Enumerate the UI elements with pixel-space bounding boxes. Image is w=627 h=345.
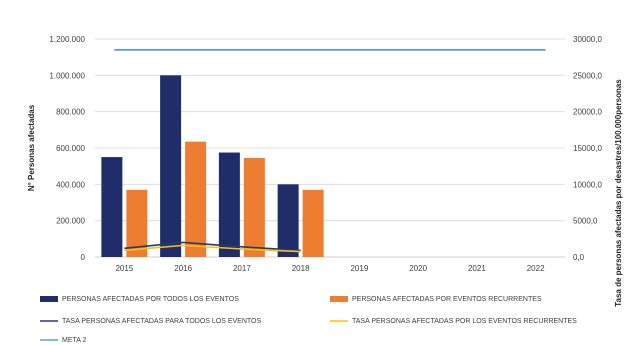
y-tick-label: 1.200.000 (49, 35, 85, 44)
y-tick-label: 600.000 (56, 144, 85, 153)
legend-label: META 2 (62, 337, 86, 344)
y-tick-label: 0 (81, 253, 86, 262)
legend-swatch (40, 296, 58, 302)
bar (243, 157, 265, 257)
bar (101, 157, 123, 257)
y2-tick-label: 20000,0 (573, 108, 602, 117)
bar (302, 189, 324, 257)
y-axis-title: N° Personas afectadas (27, 104, 36, 191)
legend-label: PERSONAS AFECTADAS POR EVENTOS RECURRENT… (352, 296, 542, 303)
y-tick-label: 400.000 (56, 180, 85, 189)
x-tick-label: 2022 (527, 264, 545, 273)
series-line (124, 241, 301, 252)
y2-tick-label: 0,0 (573, 253, 585, 262)
x-tick-label: 2018 (292, 264, 310, 273)
bar (185, 141, 207, 257)
x-tick-label: 2021 (468, 264, 486, 273)
bar (126, 189, 148, 257)
y-tick-label: 1.000.000 (49, 71, 85, 80)
y2-tick-label: 10000,0 (573, 180, 602, 189)
legend-label: PERSONAS AFECTADAS POR TODOS LOS EVENTOS (62, 296, 239, 303)
y-tick-label: 200.000 (56, 217, 85, 226)
y2-tick-label: 30000,0 (573, 35, 602, 44)
bar (277, 184, 299, 257)
legend-label: TASA PERSONAS AFECTADAS PARA TODOS LOS E… (62, 318, 262, 325)
x-tick-label: 2015 (115, 264, 133, 273)
bar (160, 75, 182, 257)
legend-swatch (330, 296, 348, 302)
y-tick-label: 800.000 (56, 108, 85, 117)
y2-axis-title: Tasa de personas afectadas por desastres… (614, 79, 623, 307)
x-tick-label: 2020 (409, 264, 427, 273)
y2-tick-label: 25000,0 (573, 71, 602, 80)
y2-tick-label: 15000,0 (573, 144, 602, 153)
y2-tick-label: 5000,0 (573, 217, 598, 226)
series-line (124, 244, 301, 253)
legend-label: TASA PERSONAS AFECTADAS POR LOS EVENTOS … (352, 318, 577, 325)
x-tick-label: 2019 (350, 264, 368, 273)
bar (218, 152, 240, 257)
x-tick-label: 2017 (233, 264, 251, 273)
x-tick-label: 2016 (174, 264, 192, 273)
